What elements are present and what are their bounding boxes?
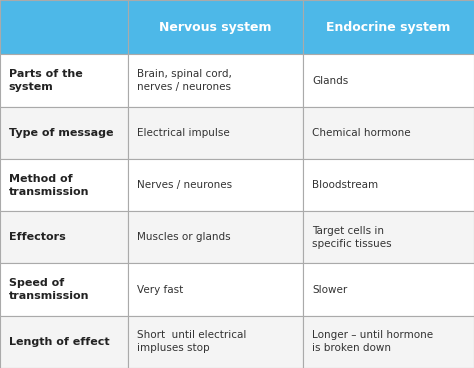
Text: Slower: Slower	[312, 284, 347, 295]
Text: Target cells in
specific tissues: Target cells in specific tissues	[312, 226, 392, 249]
Bar	[0, 316, 128, 368]
Text: Speed of
transmission: Speed of transmission	[9, 278, 89, 301]
Bar	[303, 107, 474, 159]
Text: Brain, spinal cord,
nerves / neurones: Brain, spinal cord, nerves / neurones	[137, 69, 231, 92]
Text: Nervous system: Nervous system	[159, 21, 272, 34]
Text: Chemical hormone: Chemical hormone	[312, 128, 410, 138]
Bar	[128, 263, 303, 316]
Text: Electrical impulse: Electrical impulse	[137, 128, 229, 138]
Bar	[128, 316, 303, 368]
Text: Very fast: Very fast	[137, 284, 183, 295]
Bar	[128, 0, 303, 54]
Bar	[303, 0, 474, 54]
Text: Muscles or glands: Muscles or glands	[137, 232, 230, 243]
Text: Effectors: Effectors	[9, 232, 65, 243]
Bar	[128, 211, 303, 263]
Text: Glands: Glands	[312, 75, 348, 86]
Text: Nerves / neurones: Nerves / neurones	[137, 180, 232, 190]
Bar	[128, 54, 303, 107]
Bar	[303, 316, 474, 368]
Bar	[128, 159, 303, 211]
Text: Method of
transmission: Method of transmission	[9, 174, 89, 197]
Bar	[0, 54, 128, 107]
Bar	[0, 211, 128, 263]
Text: Type of message: Type of message	[9, 128, 113, 138]
Bar	[303, 159, 474, 211]
Bar	[303, 54, 474, 107]
Text: Length of effect: Length of effect	[9, 337, 109, 347]
Bar	[0, 159, 128, 211]
Bar	[0, 107, 128, 159]
Text: Endocrine system: Endocrine system	[327, 21, 451, 34]
Bar	[0, 263, 128, 316]
Text: Short  until electrical
impluses stop: Short until electrical impluses stop	[137, 330, 246, 353]
Bar	[0, 0, 128, 54]
Text: Longer – until hormone
is broken down: Longer – until hormone is broken down	[312, 330, 433, 353]
Text: Parts of the
system: Parts of the system	[9, 69, 82, 92]
Bar	[128, 107, 303, 159]
Text: Bloodstream: Bloodstream	[312, 180, 378, 190]
Bar	[303, 211, 474, 263]
Bar	[303, 263, 474, 316]
